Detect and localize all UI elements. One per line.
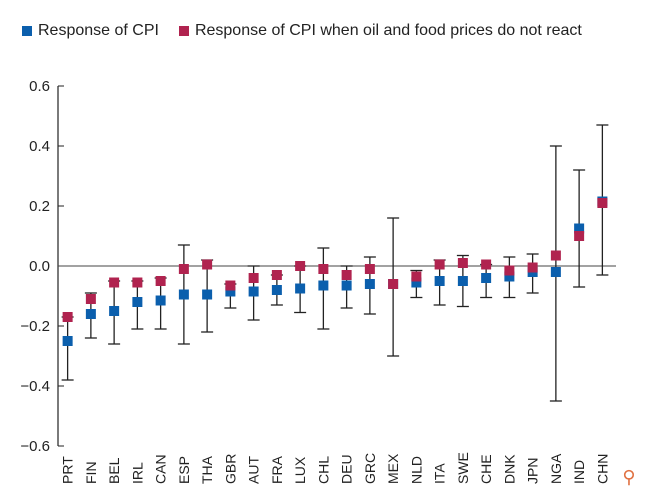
x-tick-label: DNK [501, 454, 517, 484]
point-cpi-no-oil-food [388, 279, 399, 289]
x-tick-label: SWE [455, 452, 471, 484]
legend-swatch-cpi [22, 26, 32, 36]
point-cpi [178, 289, 189, 300]
x-tick-label: AUT [246, 456, 262, 484]
x-tick-label: NGA [548, 453, 564, 484]
point-cpi-no-oil-food [527, 262, 538, 273]
point-cpi [248, 286, 259, 297]
x-tick-label: ITA [432, 463, 448, 484]
point-cpi-no-oil-food [109, 277, 120, 288]
point-cpi-no-oil-food [364, 264, 375, 274]
x-tick-label: CHE [478, 454, 494, 484]
point-cpi-no-oil-food [318, 264, 329, 274]
x-tick-label: CHL [315, 456, 331, 484]
point-cpi-no-oil-food [155, 276, 166, 286]
zoom-in-magnifier-icon[interactable]: ⚲ [622, 467, 636, 487]
point-cpi-no-oil-food [271, 270, 282, 280]
x-tick-label: MEX [385, 453, 401, 484]
point-cpi-no-oil-food [85, 294, 96, 304]
x-tick-label: GRC [362, 453, 378, 484]
x-tick-label: THA [199, 455, 215, 484]
point-cpi [318, 280, 329, 291]
point-cpi-no-oil-food [550, 250, 561, 261]
point-cpi-no-oil-food [457, 258, 468, 268]
point-cpi-no-oil-food [411, 271, 422, 282]
point-cpi [504, 271, 515, 282]
point-cpi-no-oil-food [248, 273, 259, 283]
y-tick-label: −0.4 [20, 378, 50, 395]
y-tick-label: 0.2 [29, 198, 50, 215]
point-cpi [225, 286, 236, 297]
legend-label-cpi-no-oil-food: Response of CPI when oil and food prices… [194, 22, 582, 39]
legend-swatch-cpi-no-oil-food [178, 26, 189, 36]
point-cpi-no-oil-food [132, 277, 143, 288]
legend-label-cpi: Response of CPI [38, 22, 159, 39]
point-cpi [62, 336, 73, 346]
point-cpi-no-oil-food [597, 198, 608, 208]
point-cpi-no-oil-food [341, 270, 352, 280]
point-cpi-no-oil-food [295, 261, 306, 271]
x-tick-label: NLD [408, 456, 424, 484]
legend: Response of CPI Response of CPI when oil… [22, 22, 582, 40]
x-tick-label: FIN [83, 461, 99, 484]
point-cpi [457, 276, 468, 286]
y-tick-label: 0.6 [29, 78, 50, 95]
point-cpi-no-oil-food [202, 259, 213, 270]
legend-item-cpi-no-oil-food: Response of CPI when oil and food prices… [178, 22, 582, 40]
point-cpi-no-oil-food [504, 265, 515, 276]
point-cpi-no-oil-food [178, 264, 189, 274]
point-cpi [364, 279, 375, 289]
x-tick-label: BEL [106, 457, 122, 484]
x-tick-label: ESP [176, 456, 192, 484]
point-cpi [271, 285, 282, 295]
point-cpi [109, 306, 120, 316]
point-cpi-no-oil-food [225, 280, 236, 291]
x-tick-label: GBR [222, 454, 238, 484]
point-cpi [411, 277, 422, 288]
point-cpi-no-oil-food [434, 259, 445, 270]
point-cpi [295, 283, 306, 294]
point-cpi [550, 267, 561, 277]
point-cpi [481, 273, 492, 283]
x-tick-label: IND [571, 460, 587, 484]
x-tick-label: FRA [269, 455, 285, 484]
x-tick-label: IRL [129, 462, 145, 484]
point-cpi-no-oil-food [481, 259, 492, 270]
point-cpi-no-oil-food [62, 312, 73, 322]
point-cpi [132, 297, 143, 307]
point-cpi-no-oil-food [574, 231, 585, 241]
point-cpi [202, 289, 213, 300]
x-tick-label: DEU [339, 454, 355, 484]
point-cpi [155, 295, 166, 306]
y-tick-label: 0.4 [29, 138, 50, 155]
x-tick-label: CAN [153, 454, 169, 484]
y-tick-label: 0.0 [29, 258, 50, 275]
x-tick-label: CHN [594, 454, 610, 484]
x-tick-label: PRT [60, 456, 76, 484]
x-tick-label: JPN [525, 458, 541, 484]
point-cpi [434, 276, 445, 286]
legend-item-cpi: Response of CPI [22, 22, 159, 40]
point-cpi [341, 280, 352, 291]
x-tick-label: LUX [292, 456, 308, 484]
y-tick-label: −0.6 [20, 438, 50, 455]
y-tick-label: −0.2 [20, 318, 50, 335]
point-cpi [85, 309, 96, 319]
point-cpi [574, 223, 585, 234]
